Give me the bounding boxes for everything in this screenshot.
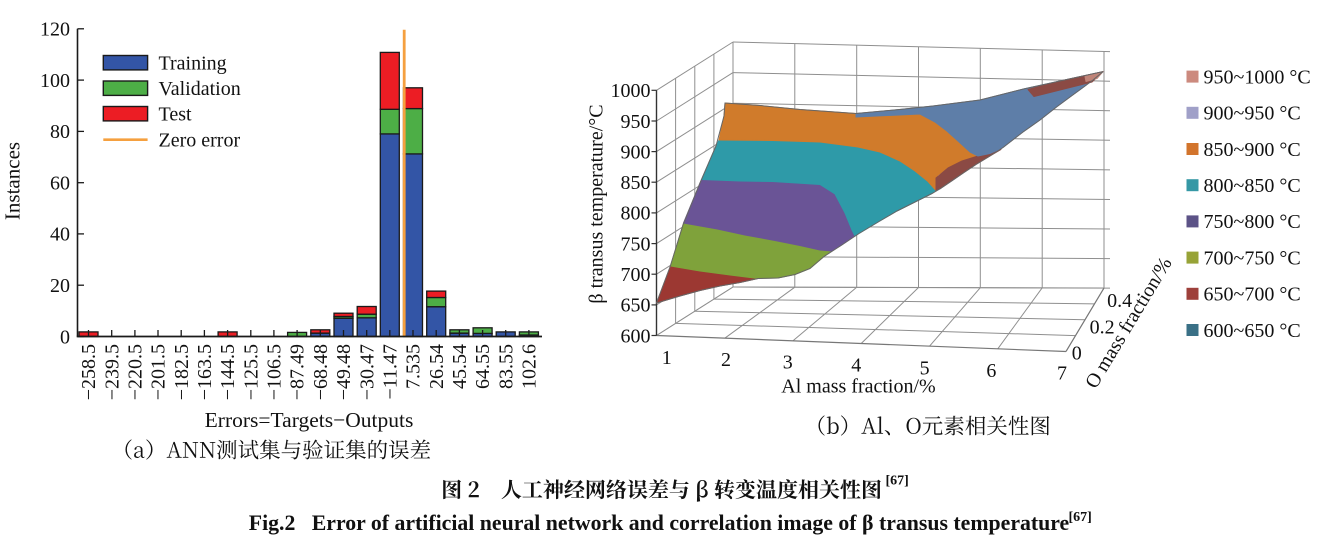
svg-text:−258.5: −258.5 [78,344,100,400]
svg-text:[67]: [67] [1069,510,1092,525]
svg-text:−11.47: −11.47 [379,344,401,400]
svg-text:Validation: Validation [159,78,241,100]
svg-text:−201.5: −201.5 [148,344,170,400]
svg-text:Fig.2 Error of artificial ne: Fig.2 Error of artificial neural network… [249,511,1070,535]
svg-text:40: 40 [50,224,70,246]
svg-text:4: 4 [851,355,861,377]
svg-text:0: 0 [1072,343,1082,365]
svg-text:800: 800 [621,203,651,225]
svg-text:−68.48: −68.48 [310,344,332,400]
svg-text:0.4: 0.4 [1107,290,1132,312]
svg-text:Al mass fraction/%: Al mass fraction/% [781,375,935,397]
svg-text:60: 60 [50,173,70,195]
svg-text:β transus temperature/°C: β transus temperature/°C [586,104,608,303]
svg-text:120: 120 [40,19,70,41]
svg-text:20: 20 [50,275,70,297]
svg-text:7: 7 [1057,362,1067,384]
svg-text:64.55: 64.55 [472,344,494,389]
svg-text:Errors=Targets−Outputs: Errors=Targets−Outputs [205,408,414,432]
svg-text:5: 5 [920,357,930,379]
svg-text:−106.5: −106.5 [264,344,286,400]
svg-text:45.54: 45.54 [449,344,471,389]
svg-text:−239.5: −239.5 [101,344,123,400]
svg-text:−125.5: −125.5 [240,344,262,400]
svg-text:Instances: Instances [1,142,25,220]
svg-text:800~850 °C: 800~850 °C [1204,175,1301,197]
svg-text:850: 850 [621,172,651,194]
svg-text:−163.5: −163.5 [194,344,216,400]
svg-text:−87.49: −87.49 [287,344,309,400]
svg-text:80: 80 [50,121,70,143]
svg-text:Zero error: Zero error [159,130,241,152]
svg-text:−182.5: −182.5 [171,344,193,400]
svg-text:3: 3 [783,352,793,374]
svg-text:7.535: 7.535 [403,344,425,389]
svg-text:100: 100 [40,70,70,92]
svg-text:700: 700 [621,264,651,286]
svg-text:6: 6 [986,360,996,382]
svg-text:[67]: [67] [886,474,909,489]
svg-text:750~800 °C: 750~800 °C [1204,211,1301,233]
svg-text:102.6: 102.6 [519,344,541,389]
svg-text:0.2: 0.2 [1090,316,1115,338]
svg-text:650~700 °C: 650~700 °C [1204,284,1301,306]
svg-text:2: 2 [721,349,731,371]
svg-text:600: 600 [621,325,651,347]
svg-text:950: 950 [621,111,651,133]
svg-text:900~950 °C: 900~950 °C [1204,103,1301,125]
svg-text:Test: Test [159,104,192,126]
svg-text:900: 900 [621,141,651,163]
svg-text:1: 1 [662,347,672,369]
svg-text:850~900 °C: 850~900 °C [1204,139,1301,161]
svg-text:−49.48: −49.48 [333,344,355,400]
svg-text:950~1000 °C: 950~1000 °C [1204,66,1311,88]
svg-text:Training: Training [159,53,227,75]
svg-text:26.54: 26.54 [426,344,448,389]
svg-text:650: 650 [621,295,651,317]
svg-text:700~750 °C: 700~750 °C [1204,247,1301,269]
svg-text:−220.5: −220.5 [125,344,147,400]
svg-text:0: 0 [60,326,70,348]
svg-text:−30.47: −30.47 [356,344,378,400]
svg-text:83.55: 83.55 [495,344,517,389]
svg-text:600~650 °C: 600~650 °C [1204,320,1301,342]
svg-text:−144.5: −144.5 [217,344,239,400]
svg-text:1000: 1000 [611,80,651,102]
svg-text:750: 750 [621,233,651,255]
